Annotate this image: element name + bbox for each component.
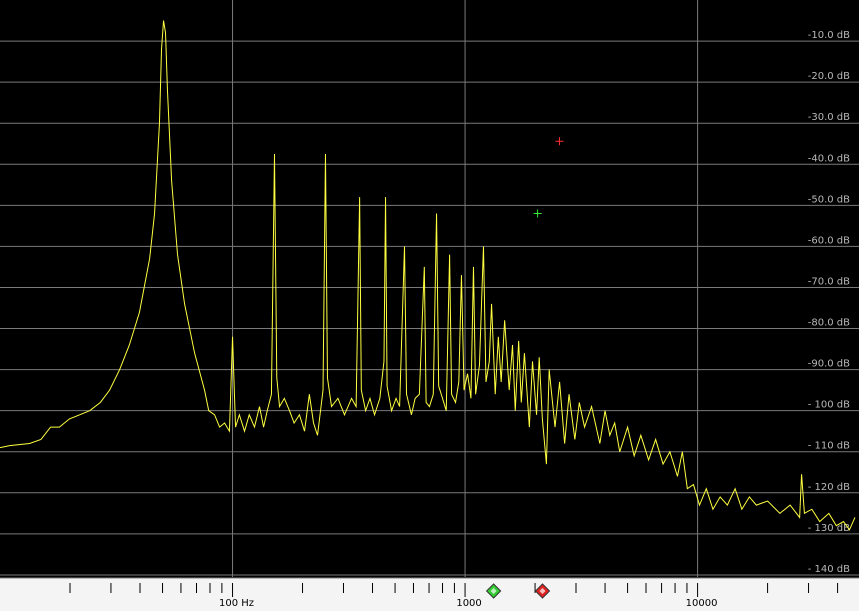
y-tick-label: -80.0 dB bbox=[808, 318, 850, 329]
crosshair bbox=[533, 209, 542, 218]
spectrum-line bbox=[0, 20, 856, 531]
y-tick-label: -40.0 dB bbox=[808, 153, 850, 164]
crosshair bbox=[555, 137, 564, 146]
plot-area bbox=[0, 0, 859, 578]
frequency-ruler bbox=[0, 578, 859, 611]
y-tick-label: - 100 dB bbox=[808, 400, 850, 411]
y-tick-label: -10.0 dB bbox=[808, 30, 850, 41]
x-tick-label: 1000 bbox=[456, 598, 481, 609]
y-tick-label: -90.0 dB bbox=[808, 359, 850, 370]
y-tick-label: - 120 dB bbox=[808, 482, 850, 493]
y-tick-label: -30.0 dB bbox=[808, 112, 850, 123]
y-tick-label: - 110 dB bbox=[808, 441, 850, 452]
y-tick-label: -20.0 dB bbox=[808, 71, 850, 82]
cursor-marker-inner bbox=[490, 588, 497, 594]
y-tick-label: - 130 dB bbox=[808, 523, 850, 534]
y-tick-label: -50.0 dB bbox=[808, 194, 850, 205]
x-tick-label: 10000 bbox=[686, 598, 718, 609]
y-tick-label: - 140 dB bbox=[808, 564, 850, 575]
x-tick-label: 100 Hz bbox=[219, 598, 254, 609]
cursor-marker-inner bbox=[539, 588, 546, 594]
y-tick-label: -70.0 dB bbox=[808, 276, 850, 287]
y-tick-label: -60.0 dB bbox=[808, 235, 850, 246]
